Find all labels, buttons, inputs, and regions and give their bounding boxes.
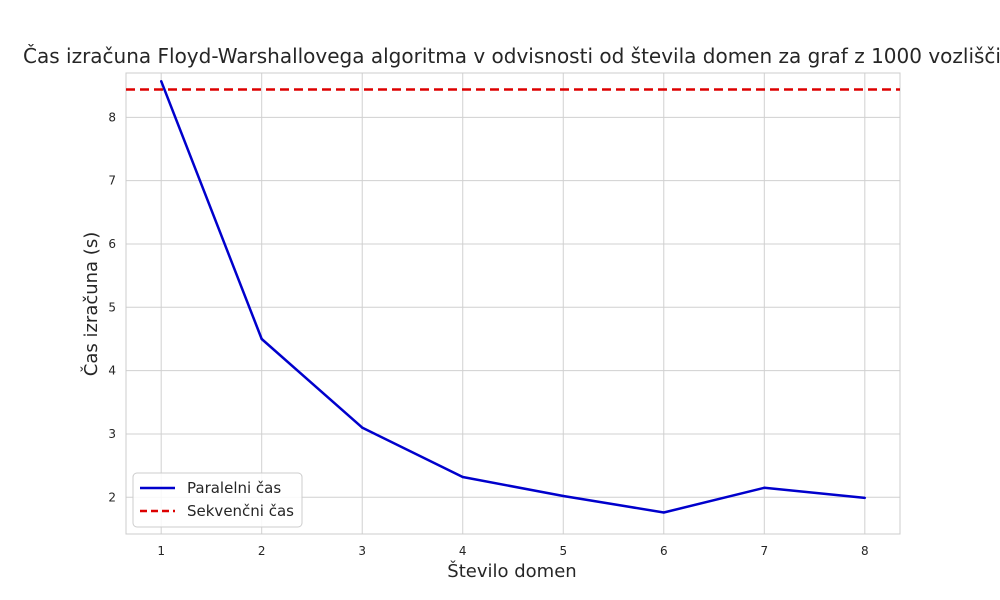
series-line-paralelni: [160, 80, 865, 514]
x-tick-label: 2: [258, 544, 266, 558]
y-tick-labels: 2 3 4 5 6 7 8: [108, 110, 116, 504]
data-point: [763, 486, 766, 489]
legend-label-sekvencni: Sekvenčni čas: [187, 502, 294, 520]
plot-frame: [125, 72, 901, 535]
legend-box: [132, 472, 303, 528]
x-tick-label: 3: [358, 544, 366, 558]
data-point: [562, 494, 565, 498]
data-point: [260, 337, 263, 341]
y-tick-label: 4: [108, 364, 116, 378]
x-tick-label: 8: [861, 544, 869, 558]
legend: Paralelni čas Sekvenčni čas: [132, 472, 303, 528]
y-tick-label: 8: [108, 110, 116, 124]
data-point: [159, 80, 163, 83]
y-axis-label: Čas izračuna (s): [80, 232, 102, 376]
y-tick-label: 7: [108, 174, 116, 188]
y-tick-label: 2: [108, 490, 116, 504]
series-layer: [126, 80, 900, 514]
data-point: [461, 475, 464, 479]
data-point: [361, 426, 364, 429]
x-tick-label: 5: [559, 544, 567, 558]
x-tick-label: 4: [459, 544, 467, 558]
x-axis-label: Število domen: [447, 560, 576, 582]
legend-label-paralelni: Paralelni čas: [187, 479, 281, 497]
data-point: [863, 496, 867, 500]
x-tick-label: 7: [760, 544, 768, 558]
y-tick-label: 6: [108, 237, 116, 251]
grid: [126, 73, 900, 534]
data-point: [662, 511, 665, 514]
x-tick-label: 1: [157, 544, 165, 558]
chart-title: Čas izračuna Floyd-Warshallovega algorit…: [23, 44, 1000, 68]
y-tick-label: 5: [108, 300, 116, 314]
x-tick-label: 6: [660, 544, 668, 558]
x-tick-labels: 1 2 3 4 5 6 7 8: [157, 544, 868, 558]
y-tick-label: 3: [108, 427, 116, 441]
